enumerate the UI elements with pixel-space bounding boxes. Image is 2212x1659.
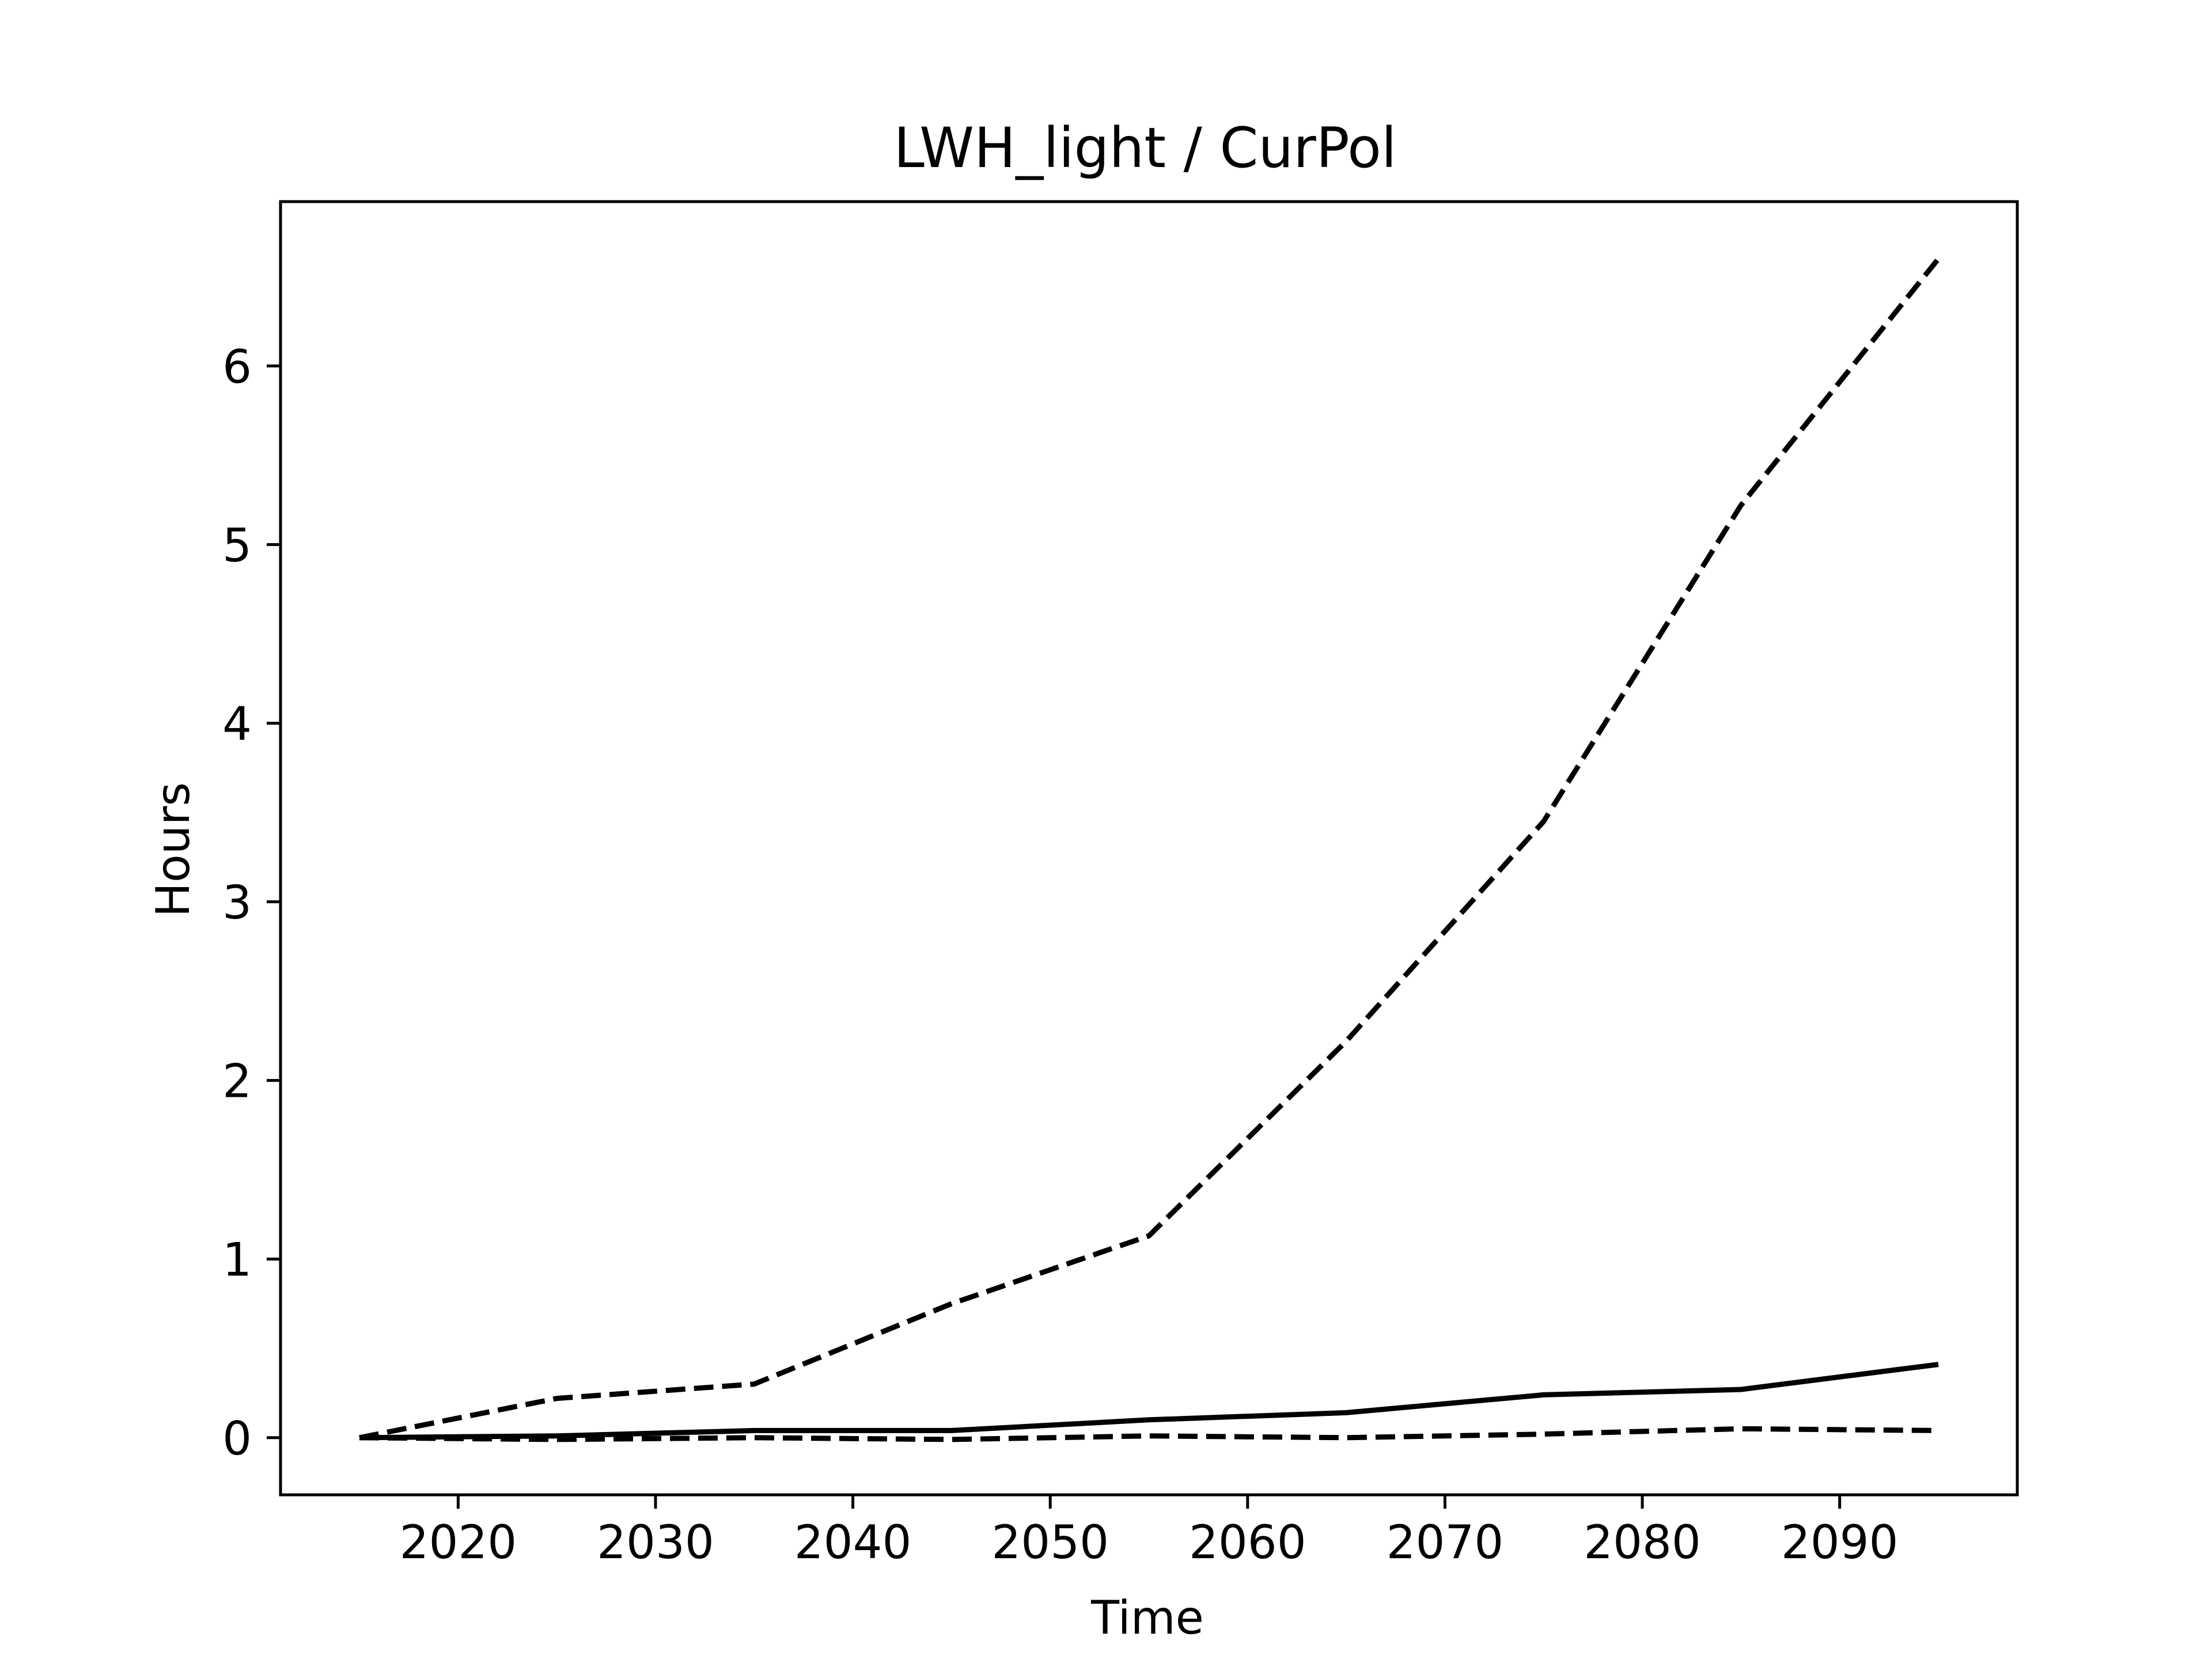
- x-axis: 2020 2030 2040 2050 2060 2070 2080 2090: [400, 1495, 1899, 1569]
- y-tick-label: 3: [222, 876, 252, 930]
- y-tick-label: 2: [222, 1055, 252, 1108]
- x-axis-label: Time: [1090, 1591, 1204, 1645]
- x-tick-label: 2060: [1189, 1516, 1306, 1569]
- x-tick-label: 2040: [794, 1516, 912, 1569]
- x-tick-label: 2080: [1584, 1516, 1701, 1569]
- y-tick-label: 6: [222, 340, 252, 393]
- series-line-3: [359, 1426, 1939, 1442]
- x-tick-label: 2030: [597, 1516, 714, 1569]
- plot-frame: [279, 200, 2019, 1497]
- series-line-1: [359, 257, 1941, 1441]
- x-tick-label: 2070: [1387, 1516, 1504, 1569]
- x-tick-label: 2020: [400, 1516, 517, 1569]
- x-tick-label: 2050: [991, 1516, 1109, 1569]
- y-tick-label: 4: [222, 697, 252, 751]
- series-layer: [359, 257, 1941, 1442]
- chart-title: LWH_light / CurPol: [893, 116, 1396, 180]
- x-tick-label: 2090: [1781, 1516, 1899, 1569]
- y-tick-label: 1: [222, 1233, 252, 1287]
- y-axis: 0 1 2 3 4 5 6: [222, 340, 281, 1465]
- y-tick-label: 0: [222, 1412, 252, 1465]
- y-axis-label: Hours: [146, 782, 200, 917]
- y-tick-label: 5: [222, 518, 252, 572]
- series-line-2: [359, 1362, 1939, 1441]
